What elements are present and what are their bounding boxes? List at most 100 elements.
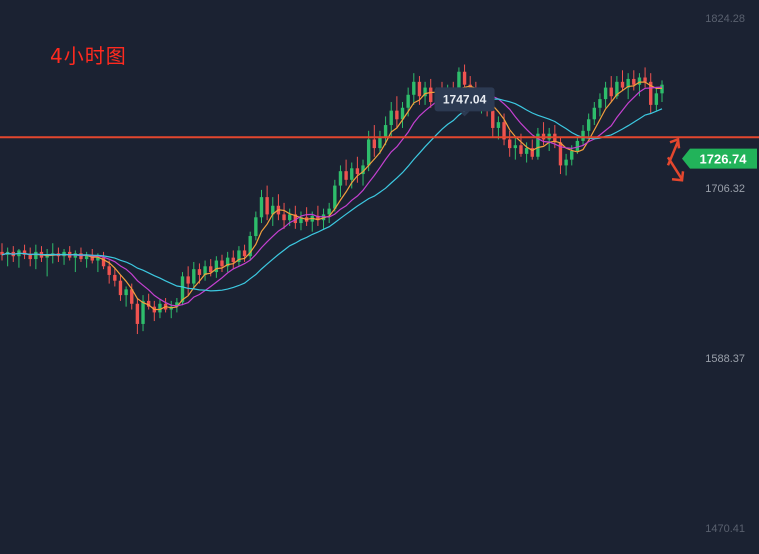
candle (265, 185, 269, 221)
candle (400, 101, 405, 128)
candle-body (412, 81, 416, 95)
candle (175, 297, 179, 313)
candle (51, 243, 55, 264)
candle (389, 101, 393, 137)
candle-body (513, 145, 518, 149)
candle-body (344, 171, 348, 180)
candle-body (130, 289, 134, 304)
candle-body (575, 140, 580, 151)
candle-body (237, 250, 241, 262)
candle-body (259, 197, 264, 218)
candle-body (22, 250, 27, 255)
candle-body (632, 78, 636, 85)
candle (45, 248, 49, 277)
candle (113, 267, 117, 287)
candle-body (395, 110, 399, 120)
candle (564, 153, 568, 176)
candle-body (282, 214, 286, 221)
candle-body (581, 130, 585, 141)
candle (214, 256, 219, 278)
candle (73, 250, 78, 273)
candle-body (146, 300, 151, 307)
price-axis: 1824.28 1706.32 1588.37 1470.41 1726.74 (682, 13, 757, 535)
candle (316, 205, 320, 226)
candle-body (34, 251, 38, 260)
candle (231, 250, 235, 270)
candle (22, 244, 27, 260)
candle-body (124, 289, 128, 296)
candle-body (113, 274, 117, 281)
candle (620, 70, 625, 91)
y-tick-label: 1706.32 (705, 183, 745, 195)
candle-body (350, 168, 354, 180)
candle (327, 202, 331, 224)
candle-body (378, 136, 382, 149)
candle (34, 244, 38, 270)
candle-body (265, 197, 269, 215)
candle (225, 251, 230, 273)
candle (333, 179, 337, 212)
high-marker-pointer (459, 111, 470, 117)
candle-body (417, 81, 422, 97)
candle (530, 139, 534, 160)
candle (372, 125, 376, 157)
candle (186, 266, 190, 296)
candle-body (570, 150, 574, 160)
arrow-up-head-icon (669, 137, 681, 149)
candle-body (293, 214, 298, 224)
candles-layer (0, 64, 664, 335)
candle-body (366, 139, 371, 166)
candle-body (491, 110, 495, 128)
candle (242, 244, 247, 262)
candle-body (592, 107, 596, 120)
candle-body (615, 81, 619, 97)
candle (513, 136, 518, 160)
candle (118, 274, 123, 301)
candle-body (649, 81, 653, 105)
candle-body (558, 142, 563, 166)
candle (135, 297, 140, 335)
candle-body (271, 205, 275, 215)
candle (586, 113, 591, 137)
candle-body (524, 148, 529, 154)
candle (152, 300, 156, 322)
candle (575, 136, 580, 154)
candle-body (45, 254, 49, 258)
candle-body (372, 139, 376, 149)
candle-body (637, 77, 642, 85)
candle (68, 246, 72, 261)
candle (276, 194, 281, 221)
candle-body (158, 303, 162, 313)
candle-body (457, 71, 461, 94)
candle (592, 101, 596, 126)
candle-body (175, 302, 179, 307)
candle-body (118, 280, 123, 296)
candle-body (242, 250, 247, 257)
candle (603, 81, 608, 108)
moving-averages-layer (1, 81, 663, 311)
candle (141, 295, 145, 332)
y-tick-label: 1588.37 (705, 353, 745, 365)
y-tick-label: 1824.28 (705, 13, 745, 25)
candle-body (248, 236, 252, 257)
candle (197, 263, 202, 284)
candle-body (101, 257, 106, 267)
candle-body (383, 125, 388, 137)
candle (248, 231, 252, 261)
candle-body (361, 165, 365, 175)
candle-body (141, 300, 145, 324)
candle (660, 80, 664, 102)
candle (649, 73, 653, 114)
y-tick-label: 1470.41 (705, 523, 745, 535)
candle (355, 156, 360, 183)
candle (643, 67, 647, 88)
candle (378, 130, 382, 154)
candle-body (209, 266, 213, 273)
overlay-layer: 1747.04 (0, 87, 759, 182)
candle (101, 251, 106, 270)
candle (350, 162, 354, 189)
candle (124, 286, 128, 307)
arrow-down-head-icon (671, 171, 685, 182)
candle (17, 248, 21, 268)
